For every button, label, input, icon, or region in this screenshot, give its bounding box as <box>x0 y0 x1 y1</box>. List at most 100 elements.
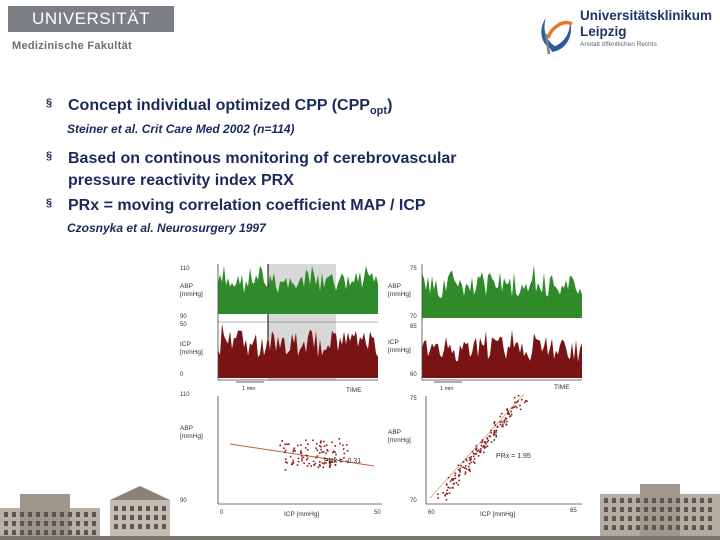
scatter-point <box>306 465 309 467</box>
bullet-text: Based on continous monitoring of cerebro… <box>68 150 457 167</box>
scatter-point <box>468 465 470 468</box>
abp-right-trace <box>422 264 582 318</box>
prx-figure: 110 90 ABP [mmHg] 50 0 ICP [mmHg] 1 min … <box>178 258 590 520</box>
scatter-point <box>485 446 487 448</box>
scatter-point <box>503 420 506 422</box>
scatter-point <box>329 466 331 468</box>
scatter-point <box>495 429 498 432</box>
scatter-point <box>339 458 341 461</box>
scatter-point <box>326 449 328 451</box>
scatter-point <box>323 462 325 465</box>
scatter-point <box>502 425 504 428</box>
scatter-point <box>308 462 310 465</box>
scatter-point <box>446 493 449 495</box>
scatter-point <box>505 417 508 420</box>
scatter-point <box>323 440 325 443</box>
prx-value: PRx = -0.31 <box>324 458 361 465</box>
xlabel: ICP [mmHg] <box>284 511 319 518</box>
scatter-point <box>315 442 318 445</box>
scatter-point <box>484 441 486 443</box>
scatter-point <box>306 457 309 460</box>
scatter-point <box>464 471 467 473</box>
scatter-point <box>454 472 457 474</box>
bullet-marker-icon: § <box>46 197 53 209</box>
scatter-point <box>516 401 518 404</box>
axis-label: ABP <box>388 283 401 290</box>
scatter-point <box>468 468 471 471</box>
scatter-point <box>302 456 305 459</box>
scatter-point <box>495 436 497 438</box>
scatter-point <box>462 461 465 463</box>
prx-value: PRx = 1.95 <box>496 453 531 460</box>
scatter-point <box>526 400 528 403</box>
scatter-point <box>507 410 509 413</box>
scatter-point <box>486 445 489 447</box>
scatter-point <box>281 440 283 442</box>
xtick: 0 <box>220 510 224 516</box>
scatter-point <box>519 404 521 407</box>
scatter-point <box>284 469 287 471</box>
scatter-point <box>320 448 322 451</box>
university-logo: UNIVERSITÄT LEIPZIG <box>8 6 174 54</box>
bullet-tail: ) <box>387 97 393 114</box>
prx-figure-svg: 110 90 ABP [mmHg] 50 0 ICP [mmHg] 1 min … <box>180 264 582 518</box>
scatter-point <box>292 461 295 464</box>
bullet-subscript: opt <box>369 105 388 118</box>
scatter-point <box>517 395 520 397</box>
scatter-point <box>457 464 460 467</box>
scatter-point <box>448 492 451 494</box>
scatter-point <box>279 444 281 447</box>
scatter-point <box>452 483 455 485</box>
time-scale: 1 min <box>440 386 453 392</box>
scatter-point <box>316 455 319 457</box>
scatter-point <box>325 444 328 446</box>
scatter-point <box>508 412 510 415</box>
scatter-point <box>505 424 508 426</box>
scatter-point <box>285 461 287 463</box>
time-scale: 1 min <box>242 386 255 392</box>
scatter-point <box>508 415 511 418</box>
scatter-point <box>304 447 307 449</box>
clinic-subtitle: Anstalt öffentlichen Rechts <box>580 41 657 48</box>
scatter-point <box>284 449 287 452</box>
scatter-point <box>449 480 452 483</box>
axis-label: ABP <box>180 425 193 432</box>
scatter-point <box>318 445 321 447</box>
scatter-point <box>300 450 302 452</box>
ytick: 65 <box>410 324 417 330</box>
scatter-point <box>330 461 332 463</box>
scatter-point <box>483 446 485 448</box>
scatter-point <box>511 407 513 409</box>
scatter-point <box>315 456 317 459</box>
icp-right-trace <box>422 330 582 378</box>
scatter-point <box>496 426 499 428</box>
scatter-point <box>310 465 312 467</box>
scatter-point <box>495 434 497 436</box>
scatter-point <box>481 440 484 443</box>
scatter-point <box>297 444 299 447</box>
scatter-point <box>291 463 293 465</box>
scatter-point <box>458 474 461 476</box>
scatter-point <box>483 445 485 447</box>
ytick: 110 <box>180 392 190 398</box>
axis-label: [mmHg] <box>180 349 203 356</box>
clinic-logo-mark-icon <box>541 18 573 54</box>
scatter-point <box>326 459 329 461</box>
scatter-point <box>318 463 321 466</box>
scatter-point <box>328 465 331 467</box>
scatter-point <box>301 457 303 460</box>
axis-label: ICP <box>388 339 399 346</box>
scatter-point <box>506 409 508 412</box>
scatter-point <box>493 434 495 436</box>
scatter-point <box>470 458 472 460</box>
ytick: 90 <box>180 314 187 320</box>
scatter-point <box>464 465 467 467</box>
scatter-point <box>313 464 315 466</box>
scatter-point <box>294 450 296 452</box>
scatter-point <box>503 421 506 424</box>
scatter-point <box>480 444 483 447</box>
scatter-point <box>506 408 509 410</box>
scatter-point <box>454 474 456 477</box>
scatter-point <box>449 487 451 489</box>
scatter-point <box>524 401 526 404</box>
